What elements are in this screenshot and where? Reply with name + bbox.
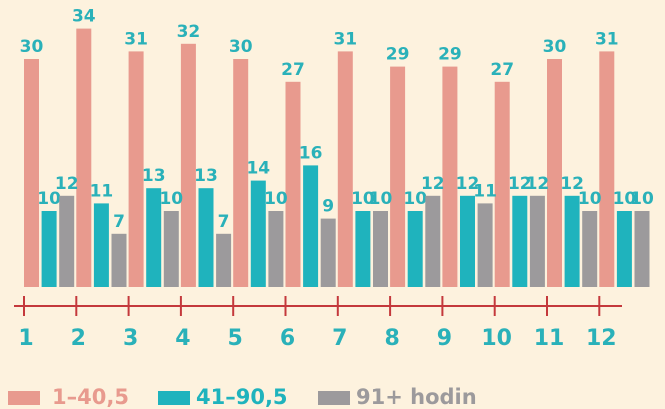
data-label: 14 [246,159,270,179]
data-label: 12 [55,174,79,194]
legend-label: 41–90,5 [196,385,288,409]
bar [494,81,510,287]
data-label: 12 [526,174,550,194]
data-label: 12 [456,174,480,194]
bar [268,211,284,287]
x-tick-label: 8 [384,326,399,351]
data-label: 32 [177,22,201,42]
data-label: 10 [264,189,288,209]
data-label: 34 [72,7,96,27]
data-label: 13 [194,166,218,186]
x-tick-label: 9 [437,326,452,351]
data-label: 29 [386,45,410,65]
data-label: 10 [578,189,602,209]
bar [198,188,214,287]
bar [180,43,196,287]
bar [407,211,423,287]
data-label: 11 [90,181,114,201]
bar [564,195,580,287]
x-tick-label: 5 [228,326,243,351]
data-label: 7 [218,212,230,232]
data-label: 10 [613,189,637,209]
bar [59,195,75,287]
legend-swatch [8,391,40,405]
legend-swatch [158,391,190,405]
legend-label: 1–40,5 [52,385,129,409]
bar [355,211,371,287]
data-label: 12 [421,174,445,194]
x-tick-label: 7 [332,326,347,351]
bar [111,233,127,287]
data-label: 30 [543,37,567,57]
data-label: 27 [281,60,305,80]
data-label: 27 [490,60,514,80]
bar [303,165,319,287]
data-label: 30 [229,37,253,57]
bar [460,195,475,287]
bar [163,211,179,287]
bar [146,188,162,287]
bar [337,51,353,288]
bar [320,218,336,287]
data-label: 10 [351,189,375,209]
x-tick-label: 3 [123,326,138,351]
x-tick-label: 6 [280,326,295,351]
bar [390,66,406,287]
bar [93,203,109,287]
data-label: 10 [403,189,427,209]
bar [442,66,458,287]
bar [529,195,545,287]
bar [250,180,266,287]
legend-swatch [318,391,350,405]
x-tick-label: 12 [586,326,617,351]
bar [425,195,441,287]
data-label: 12 [560,174,584,194]
data-label: 30 [20,37,44,57]
bar [634,211,650,287]
bar [233,59,249,287]
x-tick-label: 2 [71,326,86,351]
bar [76,28,92,287]
bar [477,203,493,287]
data-label: 29 [438,45,462,65]
bar [547,59,562,287]
data-label: 10 [630,189,654,209]
data-label: 31 [595,29,619,49]
data-label: 10 [369,189,393,209]
bar [599,51,615,288]
data-label: 9 [322,197,334,217]
data-label: 10 [37,189,61,209]
legend-label: 91+ hodin [356,385,477,409]
bar [41,211,57,287]
data-label: 13 [142,166,166,186]
x-tick-label: 1 [18,326,33,351]
data-label: 31 [333,29,357,49]
data-label: 10 [159,189,183,209]
data-label: 16 [299,143,323,163]
data-label: 31 [124,29,148,49]
bar [582,211,598,287]
bar [616,211,632,287]
data-label: 7 [113,212,125,232]
bar [373,211,388,287]
bar [24,59,39,287]
bar [285,81,301,287]
data-label: 11 [473,181,497,201]
bar [512,195,528,287]
data-label: 12 [508,174,532,194]
x-tick-label: 10 [481,326,512,351]
bar [216,233,232,287]
x-tick-label: 4 [175,326,190,351]
x-tick-label: 11 [534,326,565,351]
bar [128,51,144,288]
